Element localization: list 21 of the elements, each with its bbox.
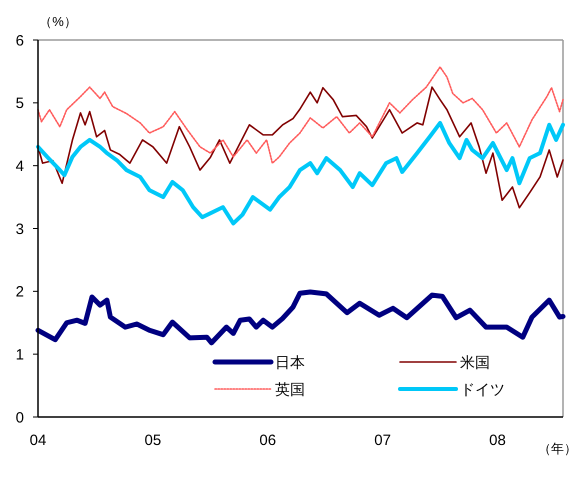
legend-label: ドイツ: [460, 381, 505, 398]
legend-label: 米国: [460, 354, 490, 372]
y-axis-title: （%）: [39, 14, 77, 29]
y-tick-label: 4: [16, 158, 24, 175]
legend-label: 日本: [275, 354, 305, 372]
x-tick-label: 05: [144, 432, 162, 449]
y-tick-label: 1: [16, 346, 24, 364]
line-series: [36, 120, 565, 226]
y-tick-label: 5: [16, 95, 24, 112]
y-tick-label: 2: [16, 284, 24, 301]
legend-label: 英国: [275, 381, 305, 398]
line-series: [37, 66, 564, 164]
x-tick-label: 07: [374, 432, 391, 449]
line-series: [37, 86, 564, 209]
y-tick-label: 3: [16, 220, 24, 238]
x-axis-title: （年）: [538, 441, 577, 456]
x-tick-label: 08: [489, 432, 506, 449]
x-tick-label: 04: [30, 432, 46, 449]
x-tick-label: 06: [259, 432, 276, 449]
y-tick-label: 0: [16, 409, 24, 426]
y-tick-label: 6: [16, 32, 24, 50]
